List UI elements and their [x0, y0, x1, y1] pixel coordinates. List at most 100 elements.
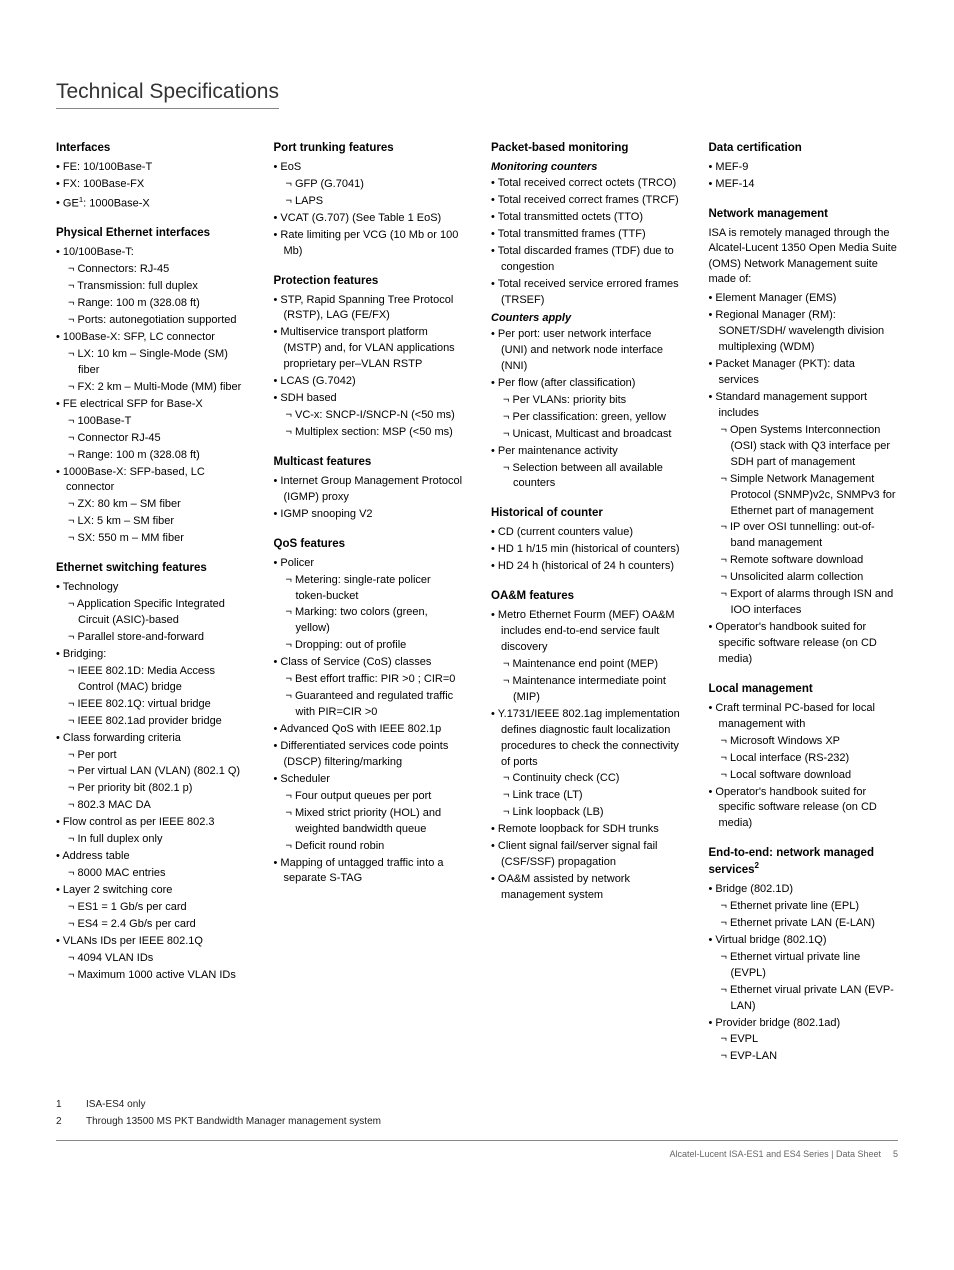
sub-bullet-item: 4094 VLAN IDs	[56, 951, 246, 967]
bullet-item: Total received correct octets (TRCO)	[491, 176, 681, 192]
bullet-item: Layer 2 switching core	[56, 883, 246, 899]
bullet-item: Rate limiting per VCG (10 Mb or 100 Mb)	[274, 228, 464, 260]
section-subheading: Monitoring counters	[491, 160, 681, 174]
bullet-item: EoS	[274, 160, 464, 176]
bullet-item: Total transmitted frames (TTF)	[491, 227, 681, 243]
footer-rule	[56, 1140, 898, 1141]
sub-bullet-item: Unicast, Multicast and broadcast	[491, 427, 681, 443]
sub-bullet-item: Per VLANs: priority bits	[491, 393, 681, 409]
sub-bullet-item: Remote software download	[709, 553, 899, 569]
bullet-item: 100Base-X: SFP, LC connector	[56, 330, 246, 346]
sub-bullet-item: EVPL	[709, 1032, 899, 1048]
bullet-item: Total received service errored frames (T…	[491, 277, 681, 309]
sub-bullet-item: IEEE 802.1Q: virtual bridge	[56, 697, 246, 713]
sub-bullet-item: Marking: two colors (green, yellow)	[274, 605, 464, 637]
bullet-item: Operator's handbook suited for specific …	[709, 785, 899, 833]
bullet-item: Total discarded frames (TDF) due to cong…	[491, 244, 681, 276]
sub-bullet-item: Link loopback (LB)	[491, 805, 681, 821]
footnotes: 1ISA-ES4 only2Through 13500 MS PKT Bandw…	[56, 1096, 898, 1130]
bullet-item: Provider bridge (802.1ad)	[709, 1016, 899, 1032]
sub-bullet-item: Connector RJ-45	[56, 431, 246, 447]
bullet-item: Per maintenance activity	[491, 444, 681, 460]
sub-bullet-item: Unsolicited alarm collection	[709, 570, 899, 586]
section-heading: Protection features	[274, 274, 464, 289]
bullet-item: LCAS (G.7042)	[274, 374, 464, 390]
sub-bullet-item: 8000 MAC entries	[56, 866, 246, 882]
bullet-item: MEF-14	[709, 177, 899, 193]
section-heading: End-to-end: network managed services2	[709, 846, 899, 878]
section-heading: Interfaces	[56, 141, 246, 156]
bullet-item: Regional Manager (RM): SONET/SDH/ wavele…	[709, 308, 899, 356]
footnote-row: 2Through 13500 MS PKT Bandwidth Manager …	[56, 1113, 898, 1130]
sub-bullet-item: Maintenance end point (MEP)	[491, 657, 681, 673]
footer-page-number: 5	[893, 1149, 898, 1159]
bullet-item: Total received correct frames (TRCF)	[491, 193, 681, 209]
sub-bullet-item: Microsoft Windows XP	[709, 734, 899, 750]
bullet-item: HD 24 h (historical of 24 h counters)	[491, 559, 681, 575]
bullet-item: Policer	[274, 556, 464, 572]
bullet-item: Element Manager (EMS)	[709, 291, 899, 307]
bullet-item: SDH based	[274, 391, 464, 407]
sub-bullet-item: SX: 550 m – MM fiber	[56, 531, 246, 547]
page-footer: Alcatel-Lucent ISA-ES1 and ES4 Series | …	[56, 1149, 898, 1159]
bullet-item: FX: 100Base-FX	[56, 177, 246, 193]
sub-bullet-item: Mixed strict priority (HOL) and weighted…	[274, 806, 464, 838]
sub-bullet-item: Ethernet private line (EPL)	[709, 899, 899, 915]
sub-bullet-item: Ethernet virual private LAN (EVP-LAN)	[709, 983, 899, 1015]
bullet-item: STP, Rapid Spanning Tree Protocol (RSTP)…	[274, 293, 464, 325]
sub-bullet-item: Local software download	[709, 768, 899, 784]
bullet-item: Mapping of untagged traffic into a separ…	[274, 856, 464, 888]
sub-bullet-item: Range: 100 m (328.08 ft)	[56, 448, 246, 464]
column-3: Packet-based monitoring Monitoring counte…	[491, 127, 681, 1066]
sub-bullet-item: Simple Network Management Protocol (SNMP…	[709, 472, 899, 520]
bullet-item: MEF-9	[709, 160, 899, 176]
sub-bullet-item: Deficit round robin	[274, 839, 464, 855]
section-heading: Packet-based monitoring	[491, 141, 681, 156]
bullet-item: FE: 10/100Base-T	[56, 160, 246, 176]
section-heading: Local management	[709, 682, 899, 697]
footnote-row: 1ISA-ES4 only	[56, 1096, 898, 1113]
sub-bullet-item: Ethernet private LAN (E-LAN)	[709, 916, 899, 932]
sub-bullet-item: Export of alarms through ISN and IOO int…	[709, 587, 899, 619]
sub-bullet-item: Dropping: out of profile	[274, 638, 464, 654]
bullet-item: Per flow (after classification)	[491, 376, 681, 392]
sub-bullet-item: GFP (G.7041)	[274, 177, 464, 193]
section-heading: Port trunking features	[274, 141, 464, 156]
bullet-item: VLANs IDs per IEEE 802.1Q	[56, 934, 246, 950]
sub-bullet-item: EVP-LAN	[709, 1049, 899, 1065]
section-heading: OA&M features	[491, 589, 681, 604]
bullet-item: 10/100Base-T:	[56, 245, 246, 261]
footnote-number: 1	[56, 1096, 68, 1113]
bullet-item: Per port: user network interface (UNI) a…	[491, 327, 681, 375]
footnote-text: Through 13500 MS PKT Bandwidth Manager m…	[86, 1113, 381, 1130]
page-title: Technical Specifications	[56, 80, 279, 109]
sub-bullet-item: Connectors: RJ-45	[56, 262, 246, 278]
bullet-item: 1000Base-X: SFP-based, LC connector	[56, 465, 246, 497]
sub-bullet-item: Parallel store-and-forward	[56, 630, 246, 646]
sub-bullet-item: FX: 2 km – Multi-Mode (MM) fiber	[56, 380, 246, 396]
sub-bullet-item: Guaranteed and regulated traffic with PI…	[274, 689, 464, 721]
section-heading: Data certification	[709, 141, 899, 156]
sub-bullet-item: 802.3 MAC DA	[56, 798, 246, 814]
section-heading: Physical Ethernet interfaces	[56, 226, 246, 241]
sub-bullet-item: Application Specific Integrated Circuit …	[56, 597, 246, 629]
sub-bullet-item: Multiplex section: MSP (<50 ms)	[274, 425, 464, 441]
bullet-item: Class forwarding criteria	[56, 731, 246, 747]
sub-bullet-item: Per priority bit (802.1 p)	[56, 781, 246, 797]
section-intro: ISA is remotely managed through the Alca…	[709, 226, 899, 288]
bullet-item: Y.1731/IEEE 802.1ag implementation defin…	[491, 707, 681, 771]
bullet-item: Bridging:	[56, 647, 246, 663]
bullet-item: Remote loopback for SDH trunks	[491, 822, 681, 838]
bullet-item: Technology	[56, 580, 246, 596]
sub-bullet-item: Transmission: full duplex	[56, 279, 246, 295]
sub-bullet-item: Ethernet virtual private line (EVPL)	[709, 950, 899, 982]
section-heading: Ethernet switching features	[56, 561, 246, 576]
sub-bullet-item: Local interface (RS-232)	[709, 751, 899, 767]
sub-bullet-item: Maximum 1000 active VLAN IDs	[56, 968, 246, 984]
section-heading: Network management	[709, 207, 899, 222]
bullet-item: Operator's handbook suited for specific …	[709, 620, 899, 668]
bullet-item: Bridge (802.1D)	[709, 882, 899, 898]
sub-bullet-item: 100Base-T	[56, 414, 246, 430]
bullet-item: Metro Ethernet Fourm (MEF) OA&M includes…	[491, 608, 681, 656]
sub-bullet-item: Open Systems Interconnection (OSI) stack…	[709, 423, 899, 471]
